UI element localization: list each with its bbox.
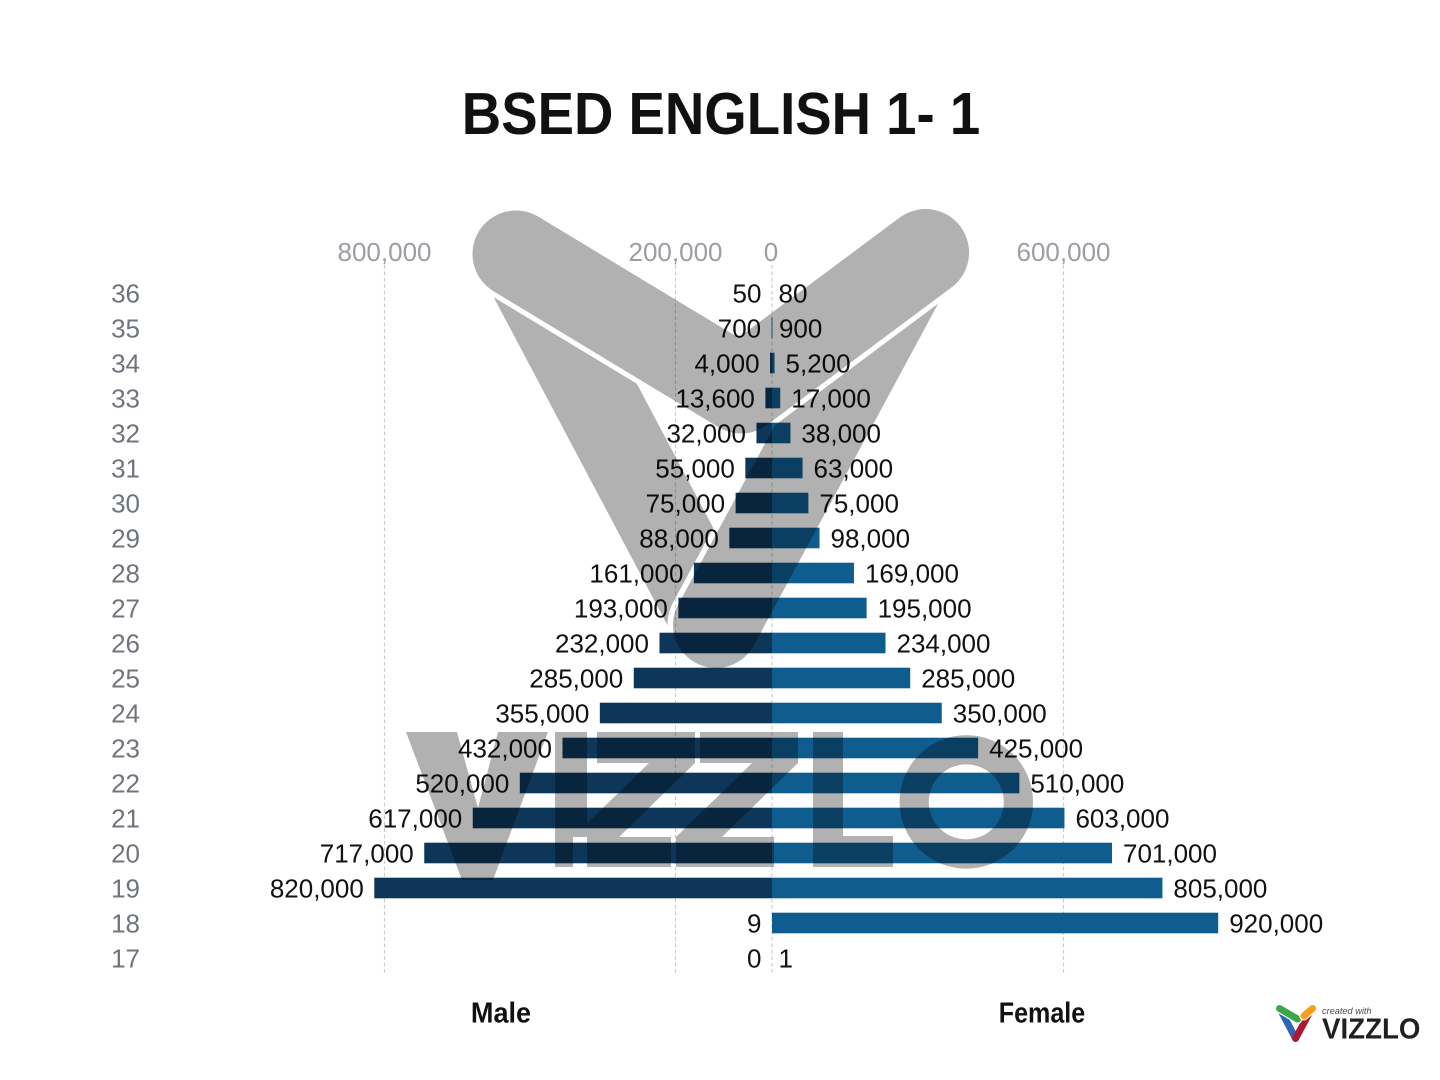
svg-text:17: 17: [111, 944, 140, 974]
svg-text:88,000: 88,000: [639, 524, 719, 554]
svg-text:355,000: 355,000: [495, 699, 589, 729]
svg-text:425,000: 425,000: [989, 734, 1083, 764]
svg-text:29: 29: [111, 524, 140, 554]
svg-text:18: 18: [111, 909, 140, 939]
svg-text:75,000: 75,000: [819, 489, 899, 519]
svg-text:35: 35: [111, 314, 140, 344]
svg-text:520,000: 520,000: [415, 769, 509, 799]
svg-text:55,000: 55,000: [655, 454, 735, 484]
svg-text:800,000: 800,000: [338, 237, 432, 267]
svg-text:193,000: 193,000: [574, 594, 668, 624]
svg-text:200,000: 200,000: [629, 237, 723, 267]
svg-text:617,000: 617,000: [368, 804, 462, 834]
svg-text:21: 21: [111, 804, 140, 834]
svg-text:432,000: 432,000: [458, 734, 552, 764]
svg-text:Female: Female: [999, 997, 1085, 1029]
svg-text:24: 24: [111, 699, 140, 729]
svg-text:VIZZLO: VIZZLO: [1322, 1013, 1420, 1046]
svg-text:805,000: 805,000: [1173, 874, 1267, 904]
svg-text:26: 26: [111, 629, 140, 659]
svg-text:80: 80: [779, 279, 808, 309]
svg-text:50: 50: [733, 279, 762, 309]
svg-text:25: 25: [111, 664, 140, 694]
svg-text:23: 23: [111, 734, 140, 764]
svg-text:1: 1: [779, 944, 793, 974]
svg-text:32,000: 32,000: [666, 419, 746, 449]
svg-text:20: 20: [111, 839, 140, 869]
svg-text:BSED ENGLISH 1- 1: BSED ENGLISH 1- 1: [462, 81, 980, 148]
svg-text:0: 0: [747, 944, 761, 974]
svg-text:27: 27: [111, 594, 140, 624]
svg-text:38,000: 38,000: [801, 419, 881, 449]
svg-text:31: 31: [111, 454, 140, 484]
svg-text:Male: Male: [471, 997, 531, 1029]
svg-text:98,000: 98,000: [831, 524, 911, 554]
svg-text:9: 9: [747, 909, 761, 939]
svg-text:75,000: 75,000: [646, 489, 726, 519]
svg-text:0: 0: [764, 237, 778, 267]
svg-text:30: 30: [111, 489, 140, 519]
svg-text:510,000: 510,000: [1030, 769, 1124, 799]
svg-text:28: 28: [111, 559, 140, 589]
svg-text:600,000: 600,000: [1017, 237, 1111, 267]
svg-text:700: 700: [718, 314, 761, 344]
svg-text:169,000: 169,000: [865, 559, 959, 589]
svg-text:161,000: 161,000: [589, 559, 683, 589]
svg-text:717,000: 717,000: [320, 839, 414, 869]
svg-text:63,000: 63,000: [814, 454, 894, 484]
svg-text:36: 36: [111, 279, 140, 309]
svg-text:4,000: 4,000: [694, 349, 759, 379]
svg-text:5,200: 5,200: [786, 349, 851, 379]
svg-text:13,600: 13,600: [675, 384, 755, 414]
svg-text:920,000: 920,000: [1229, 909, 1323, 939]
svg-text:19: 19: [111, 874, 140, 904]
svg-text:34: 34: [111, 349, 140, 379]
svg-text:232,000: 232,000: [555, 629, 649, 659]
svg-text:32: 32: [111, 419, 140, 449]
svg-text:285,000: 285,000: [529, 664, 623, 694]
svg-text:285,000: 285,000: [921, 664, 1015, 694]
svg-text:350,000: 350,000: [953, 699, 1047, 729]
svg-text:created with: created with: [1322, 1006, 1372, 1016]
svg-text:33: 33: [111, 384, 140, 414]
svg-text:17,000: 17,000: [791, 384, 871, 414]
svg-text:900: 900: [779, 314, 822, 344]
svg-text:701,000: 701,000: [1123, 839, 1217, 869]
svg-text:603,000: 603,000: [1075, 804, 1169, 834]
svg-text:234,000: 234,000: [896, 629, 990, 659]
svg-text:820,000: 820,000: [270, 874, 364, 904]
svg-text:195,000: 195,000: [878, 594, 972, 624]
svg-text:22: 22: [111, 769, 140, 799]
